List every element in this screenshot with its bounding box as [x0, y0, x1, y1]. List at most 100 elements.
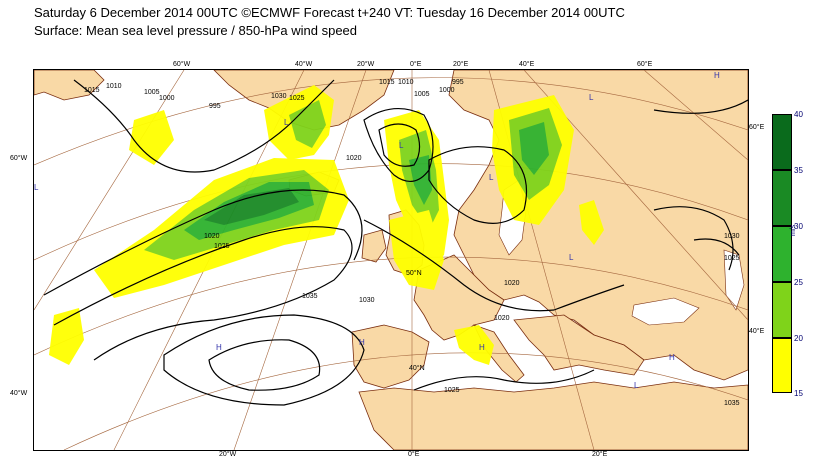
legend-tick: 40	[794, 110, 803, 119]
weather-map: 1015 1010 1005 1000 995 1020 1025 1030 1…	[33, 69, 749, 451]
parallel-40n	[63, 352, 748, 450]
lon-label-top: 0°E	[410, 61, 422, 68]
isobar-label: 1020	[494, 315, 510, 322]
high-center: H	[216, 343, 222, 352]
isobar-1030-east	[693, 238, 740, 256]
canada-land	[34, 70, 105, 101]
lon-label-top: 40°W	[295, 61, 313, 68]
isobar-label: 1000	[159, 95, 175, 102]
wind-zone-nsea-25	[409, 155, 432, 205]
wind-zone-greenland-20	[289, 100, 326, 148]
legend-swatch-35-40	[772, 114, 792, 170]
meridian-60e	[643, 70, 748, 161]
isobar-labels: 1015 1010 1005 1000 995 1020 1025 1030 1…	[84, 79, 740, 407]
isobar-label: 1005	[414, 91, 430, 98]
legend-swatch-20-25	[772, 282, 792, 338]
low-center: L	[634, 381, 639, 390]
isobar-label: 1000	[439, 87, 455, 94]
isobar-1020-med	[413, 369, 595, 391]
lon-label-top: 40°E	[519, 61, 535, 68]
lat-label-right: 60°E	[749, 124, 765, 131]
low-center: L	[589, 93, 594, 102]
low-center: L	[34, 183, 39, 192]
pressure-centers: H H H L L L L H L H L L	[34, 71, 720, 390]
isobar-label: 1035	[302, 293, 318, 300]
lat-label-left: 40°W	[10, 390, 28, 397]
lon-label-top: 20°W	[357, 61, 375, 68]
isobar-label: 1025	[214, 243, 230, 250]
black-sea	[631, 297, 700, 326]
isobar-label: 1015	[84, 87, 100, 94]
legend-unit: m/s	[790, 224, 797, 236]
isobar-1010-europe	[363, 219, 625, 312]
isobar-1035-high	[208, 339, 321, 391]
isobar-label: 1005	[144, 89, 160, 96]
balkans-land	[513, 314, 645, 376]
low-center: L	[284, 118, 289, 127]
lon-label-top: 20°E	[453, 61, 469, 68]
low-center: L	[399, 141, 404, 150]
lon-label-top: 60°E	[637, 61, 653, 68]
isobar-1015-north	[73, 79, 335, 173]
legend-tick: 35	[794, 166, 803, 175]
isobar-label: 1015	[379, 79, 395, 86]
wind-zone-north	[129, 110, 174, 165]
isobar-label: 995	[209, 103, 221, 110]
isobar-label: 1025	[444, 387, 460, 394]
isobar-label: 1025	[724, 255, 740, 262]
isobar-1000-scand	[428, 146, 528, 224]
wind-zone-sw	[49, 308, 84, 365]
caspian-sea	[723, 249, 745, 311]
isobar-995-low	[378, 123, 421, 167]
high-center: H	[479, 343, 485, 352]
wind-zone-atlantic-30	[204, 188, 299, 225]
isobar-label: 995	[452, 79, 464, 86]
isobar-1025-atlantic	[53, 226, 353, 361]
lon-label-bottom: 20°E	[592, 451, 608, 458]
wind-zone-east	[579, 200, 604, 245]
north-africa-land	[358, 381, 748, 450]
isobar-label: 1020	[346, 155, 362, 162]
isobar-label: 1010	[398, 79, 414, 86]
isobar-label: 1030	[724, 233, 740, 240]
meridian-60w	[34, 70, 185, 311]
parallel-50n	[34, 256, 748, 356]
isobar-label: 1035	[724, 400, 740, 407]
legend-tick: 30	[794, 222, 803, 231]
lon-label-top: 60°W	[173, 61, 191, 68]
isobar-label: 1030	[359, 297, 375, 304]
wind-shading-layer	[49, 85, 604, 365]
lon-label-bottom: 20°W	[219, 451, 237, 458]
legend-swatch-25-30	[772, 226, 792, 282]
map-canvas: 1015 1010 1005 1000 995 1020 1025 1030 1…	[34, 70, 748, 450]
map-title: Saturday 6 December 2014 00UTC ©ECMWF Fo…	[34, 5, 625, 20]
legend-tick: 15	[794, 389, 803, 398]
map-subtitle: Surface: Mean sea level pressure / 850-h…	[34, 23, 358, 38]
isobar-label: 1020	[204, 233, 220, 240]
wind-zone-med	[454, 325, 494, 365]
low-center: L	[489, 173, 494, 182]
isobar-label: 1010	[106, 83, 122, 90]
legend-swatch-15-20	[772, 338, 792, 393]
legend-tick: 20	[794, 334, 803, 343]
graticule-labels: 50°N 40°N	[406, 269, 425, 372]
lon-label-bottom: 0°E	[408, 451, 420, 458]
isobar-label: 1020	[504, 280, 520, 287]
legend-swatch-30-35	[772, 170, 792, 226]
isobar-1035-east	[653, 99, 748, 114]
meridian-20w	[233, 70, 367, 450]
isobar-label: 1030	[271, 93, 287, 100]
lat-label-left: 60°W	[10, 155, 28, 162]
high-center: H	[359, 338, 365, 347]
ireland-land	[361, 229, 387, 263]
grid-label: 50°N	[406, 269, 422, 277]
lat-label-right: 40°E	[749, 328, 765, 335]
legend-tick: 25	[794, 278, 803, 287]
high-center: H	[669, 353, 675, 362]
high-center: H	[714, 71, 720, 80]
isobar-1020-atlantic	[43, 189, 363, 296]
grid-label: 40°N	[409, 364, 425, 372]
wind-zone-scand-25	[519, 122, 549, 175]
isobar-1025-east	[653, 206, 734, 271]
isobar-1030-high	[163, 314, 365, 406]
